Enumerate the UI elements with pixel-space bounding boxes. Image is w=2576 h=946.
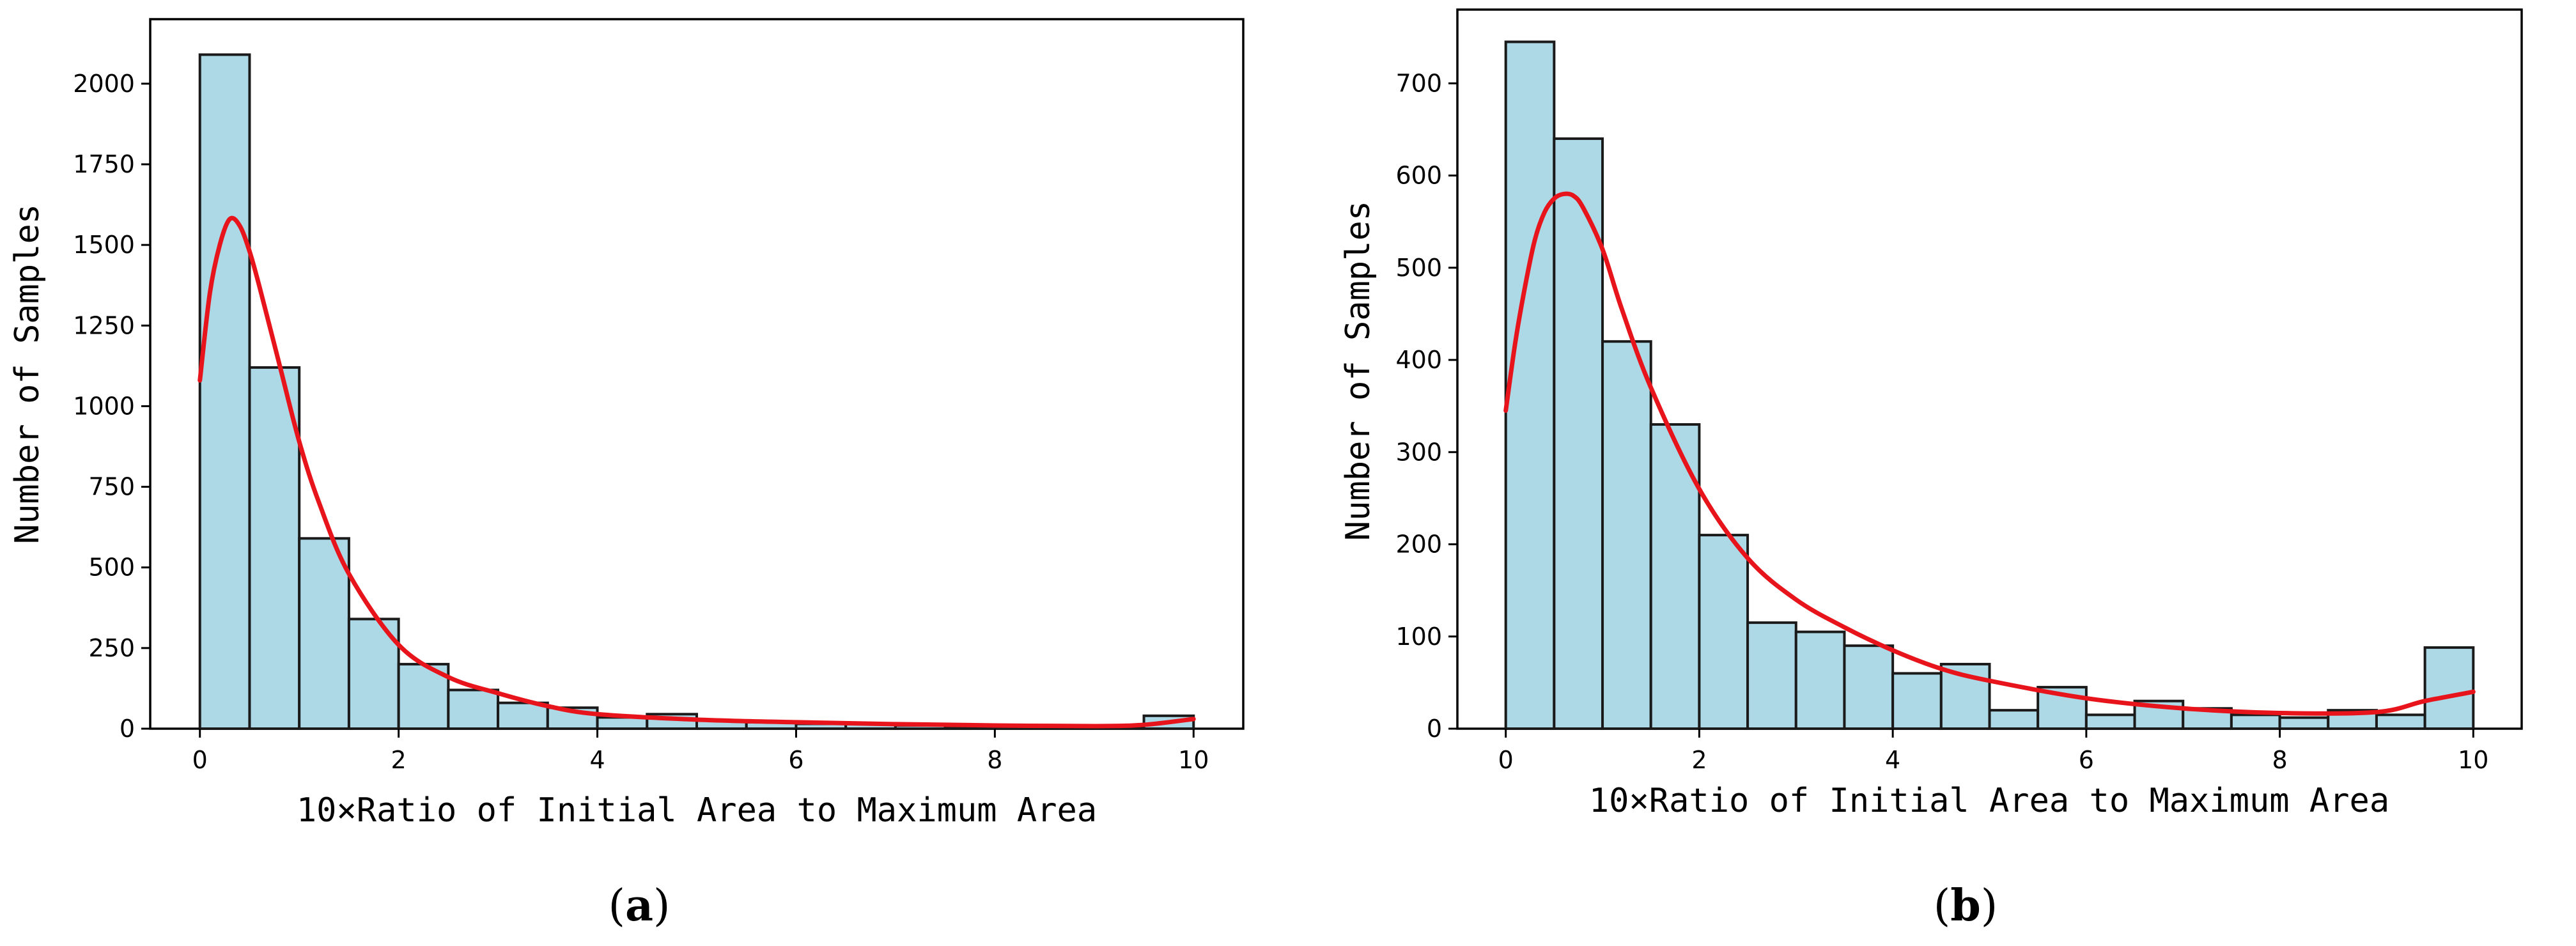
- kde-curve-b: [1503, 191, 2476, 716]
- y-tick-label: 300: [1395, 438, 1442, 466]
- y-axis-label-a: Number of Samples: [8, 204, 47, 544]
- panel-label-b: (b): [1934, 880, 1998, 931]
- histogram-bar: [447, 688, 500, 731]
- y-tick-label: 1000: [73, 392, 135, 420]
- x-tick-label: 0: [1498, 746, 1514, 774]
- panel-label-a: (a): [608, 880, 670, 931]
- histogram-bar: [2375, 713, 2426, 730]
- x-axis-ticks-b: 0 2 4 6 8 10: [1498, 729, 2488, 774]
- y-tick-label: 200: [1395, 531, 1442, 559]
- histogram-bar: [2084, 713, 2136, 730]
- histogram-bar: [2423, 646, 2475, 730]
- y-axis-ticks-b: 0 100 200 300 400 500 600 700: [1395, 69, 1457, 743]
- y-tick-label: 250: [88, 634, 135, 662]
- x-tick-label: 0: [192, 746, 208, 774]
- x-axis-ticks-a: 0 2 4 6 8 10: [192, 729, 1209, 774]
- histogram-bar: [1698, 534, 1750, 730]
- x-tick-label: 4: [589, 746, 605, 774]
- x-tick-label: 2: [391, 746, 407, 774]
- y-tick-label: 1750: [73, 150, 135, 178]
- y-axis-ticks-a: 0 250 500 750 1000 1250 1500 1750 2000: [73, 70, 150, 743]
- y-tick-label: 750: [88, 473, 135, 501]
- histogram-bar: [2230, 713, 2281, 730]
- y-axis-label-b: Number of Samples: [1339, 201, 1377, 541]
- histogram-bar: [1746, 621, 1797, 731]
- y-tick-label: 0: [1427, 715, 1442, 743]
- kde-curve-a: [198, 215, 1196, 729]
- histogram-panel-a: 0 2 4 6 8 10 0 250 500 750 1000 1250 1500 1750 2000 1…: [8, 18, 1245, 931]
- histogram-bar: [1843, 644, 1895, 731]
- bars-a: [198, 53, 1195, 731]
- bars-b: [1504, 40, 2475, 731]
- histogram-bar: [497, 701, 549, 730]
- histogram-bar: [298, 537, 350, 730]
- y-tick-label: 1500: [73, 231, 135, 259]
- histogram-bar: [1601, 340, 1652, 730]
- histogram-bar: [198, 53, 251, 730]
- histogram-bar: [1553, 137, 1604, 730]
- y-tick-label: 500: [88, 554, 135, 582]
- y-tick-label: 1250: [73, 311, 135, 339]
- histogram-panel-b: 0 2 4 6 8 10 0 100 200 300 400 500 600 700 10×Ratio …: [1339, 8, 2523, 931]
- x-tick-label: 8: [2272, 746, 2287, 774]
- y-tick-label: 100: [1395, 623, 1442, 651]
- histogram-bar: [1504, 40, 1556, 731]
- x-tick-label: 2: [1691, 746, 1707, 774]
- y-tick-label: 0: [120, 715, 135, 743]
- y-tick-label: 700: [1395, 69, 1442, 97]
- y-tick-label: 400: [1395, 346, 1442, 374]
- y-tick-label: 600: [1395, 162, 1442, 190]
- histogram-bar: [248, 366, 301, 730]
- x-tick-label: 4: [1885, 746, 1900, 774]
- x-tick-label: 6: [2079, 746, 2094, 774]
- histogram-bar: [1794, 630, 1846, 730]
- histogram-bar: [1988, 709, 2040, 730]
- histogram-bar: [2278, 716, 2330, 730]
- x-tick-label: 10: [2458, 746, 2488, 774]
- x-tick-label: 8: [987, 746, 1002, 774]
- histogram-bar: [1649, 423, 1701, 730]
- y-tick-label: 2000: [73, 70, 135, 98]
- y-tick-label: 500: [1395, 254, 1442, 282]
- x-tick-label: 10: [1178, 746, 1209, 774]
- x-tick-label: 6: [788, 746, 803, 774]
- histogram-bar: [1891, 672, 1943, 731]
- x-axis-label-a: 10×Ratio of Initial Area to Maximum Area: [297, 791, 1097, 830]
- x-axis-label-b: 10×Ratio of Initial Area to Maximum Area: [1589, 782, 2389, 820]
